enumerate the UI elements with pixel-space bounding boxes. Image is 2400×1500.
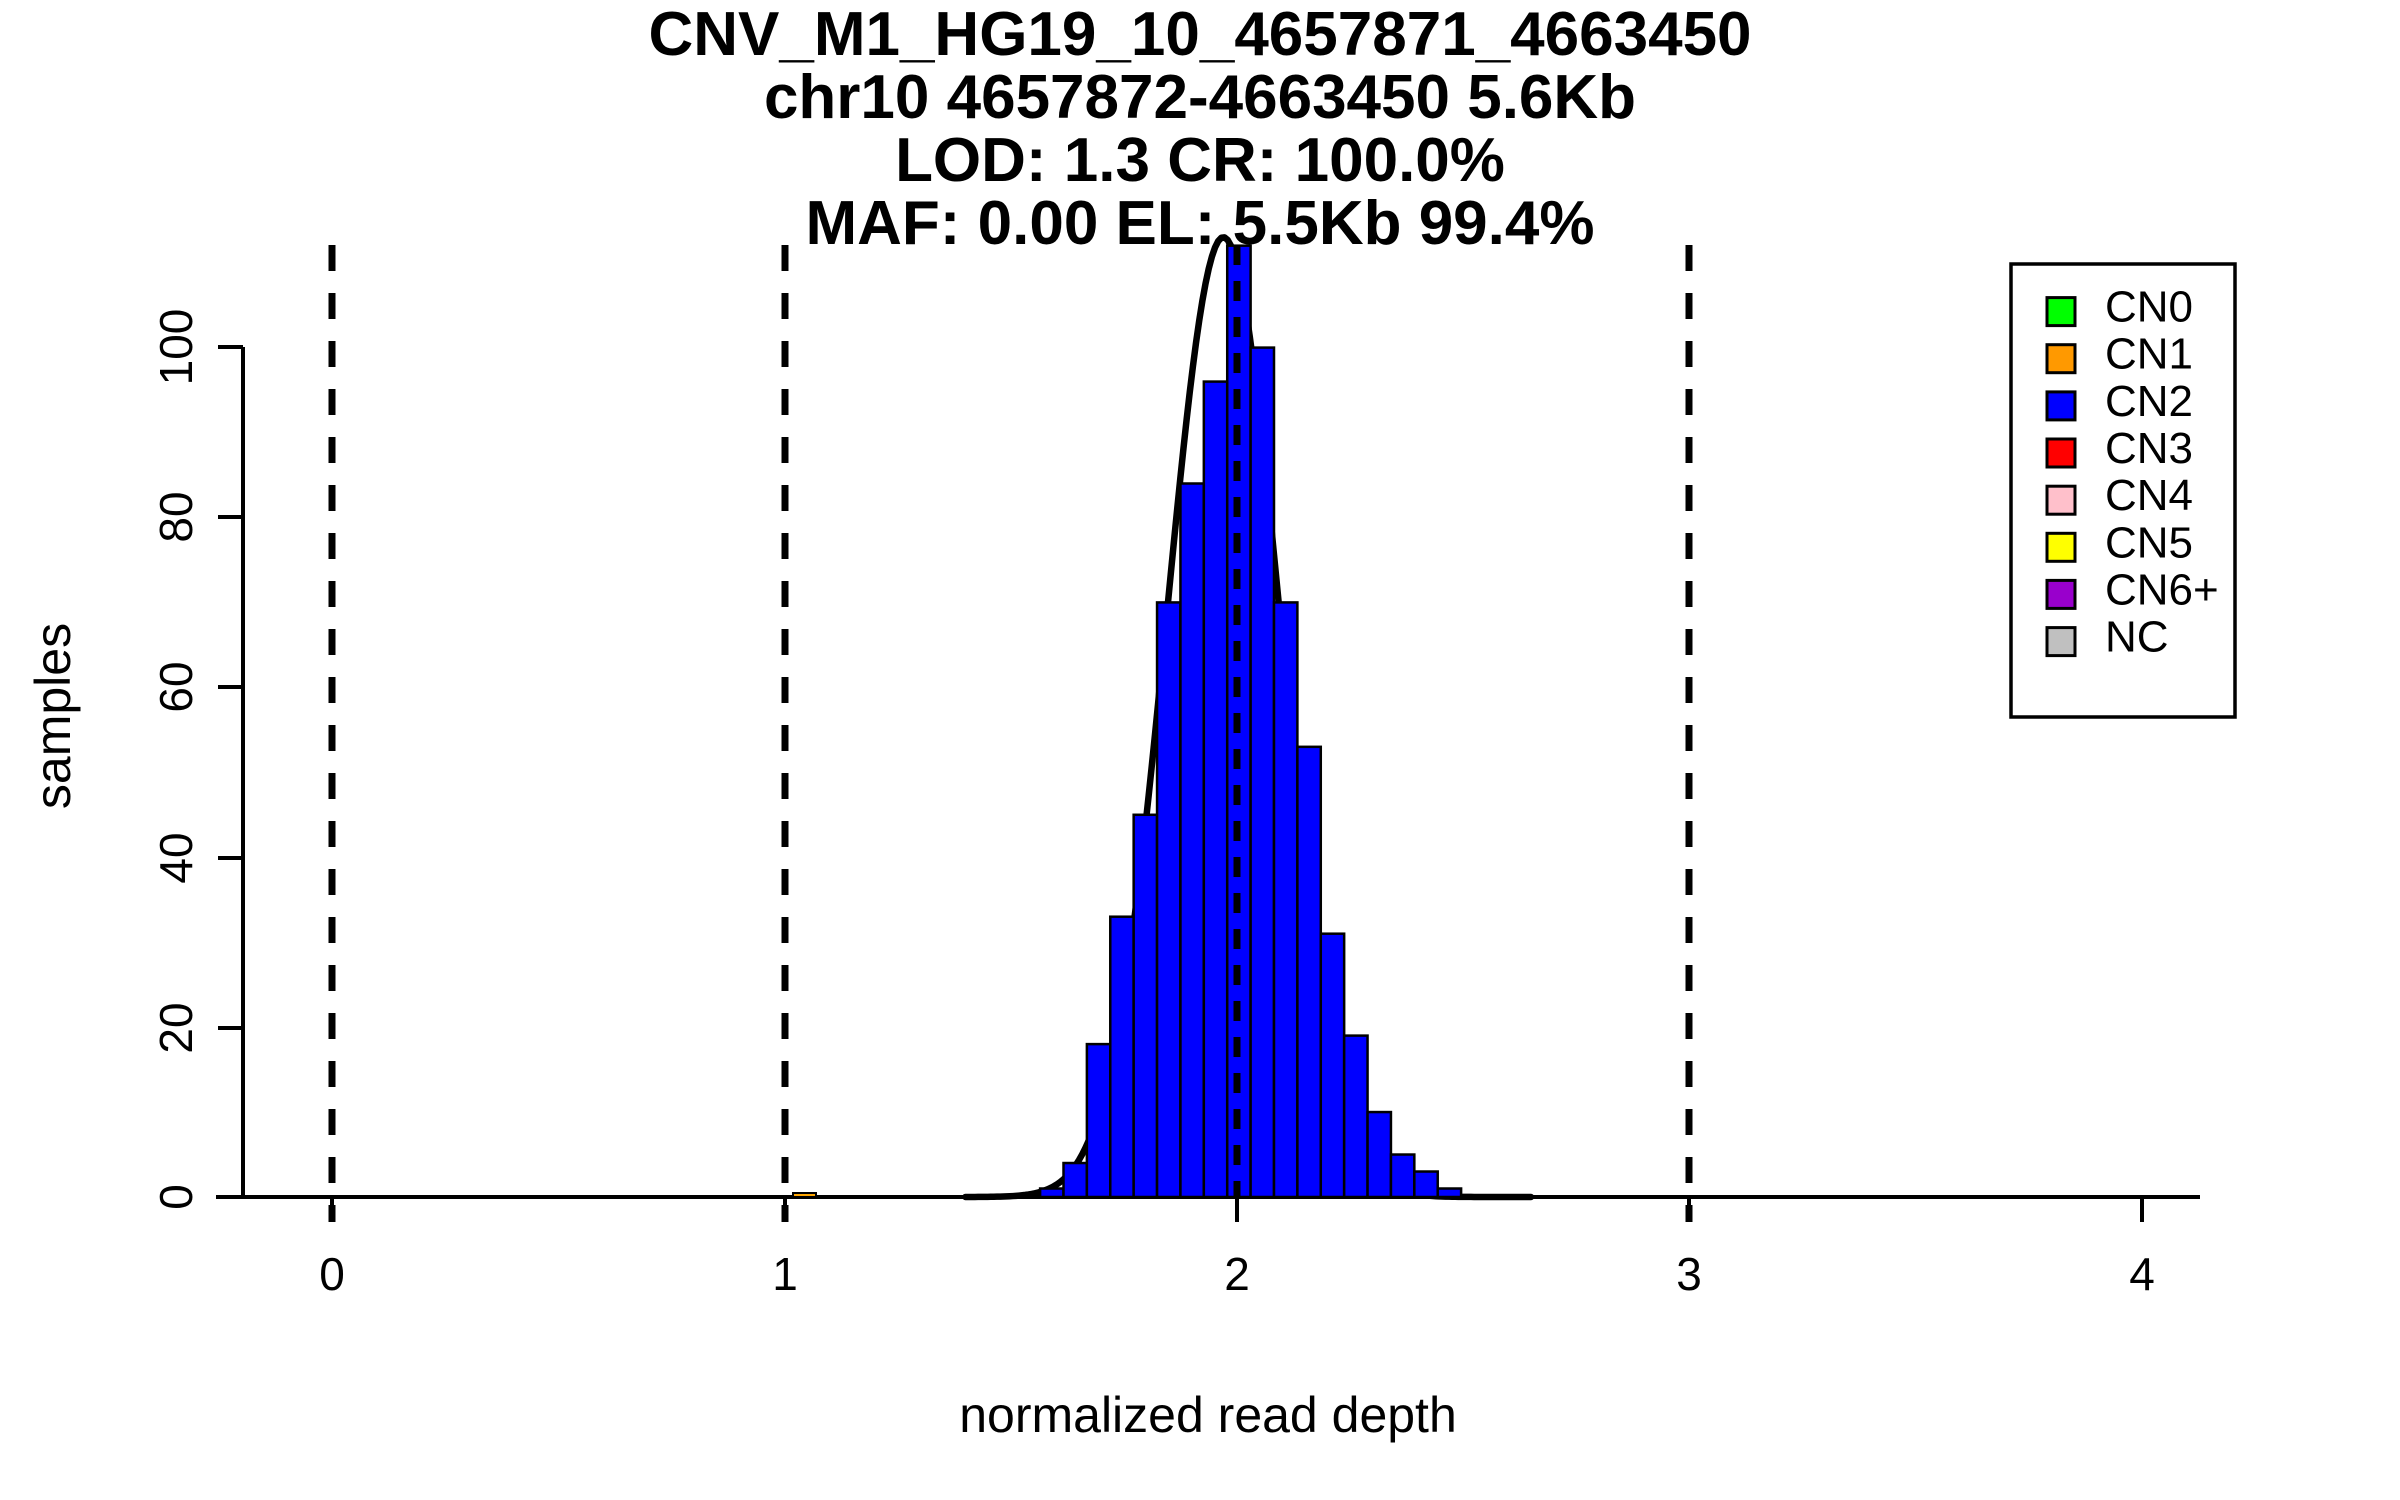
svg-text:MAF: 0.00 EL: 5.5Kb 99.4%: MAF: 0.00 EL: 5.5Kb 99.4% xyxy=(805,189,1594,258)
svg-text:CN0: CN0 xyxy=(2105,283,2193,332)
svg-text:3: 3 xyxy=(1676,1248,1702,1300)
svg-text:LOD: 1.3 CR: 100.0%: LOD: 1.3 CR: 100.0% xyxy=(895,126,1505,195)
svg-text:NC: NC xyxy=(2105,613,2169,662)
svg-text:CN1: CN1 xyxy=(2105,330,2193,379)
svg-text:2: 2 xyxy=(1224,1248,1250,1300)
svg-text:CN4: CN4 xyxy=(2105,471,2193,520)
svg-text:80: 80 xyxy=(150,491,202,542)
svg-text:60: 60 xyxy=(150,661,202,712)
svg-text:CNV_M1_HG19_10_4657871_4663450: CNV_M1_HG19_10_4657871_4663450 xyxy=(648,0,1751,69)
svg-text:40: 40 xyxy=(150,832,202,883)
svg-text:normalized read depth: normalized read depth xyxy=(959,1387,1457,1443)
svg-text:CN3: CN3 xyxy=(2105,424,2193,473)
svg-text:samples: samples xyxy=(25,623,81,809)
svg-text:CN2: CN2 xyxy=(2105,377,2193,426)
svg-text:100: 100 xyxy=(150,309,202,386)
svg-text:0: 0 xyxy=(150,1184,202,1210)
svg-text:4: 4 xyxy=(2129,1248,2155,1300)
svg-text:20: 20 xyxy=(150,1002,202,1053)
svg-text:CN5: CN5 xyxy=(2105,518,2193,567)
svg-text:0: 0 xyxy=(319,1248,345,1300)
svg-text:CN6+: CN6+ xyxy=(2105,565,2219,614)
svg-text:chr10 4657872-4663450 5.6Kb: chr10 4657872-4663450 5.6Kb xyxy=(764,63,1636,132)
svg-text:1: 1 xyxy=(772,1248,798,1300)
